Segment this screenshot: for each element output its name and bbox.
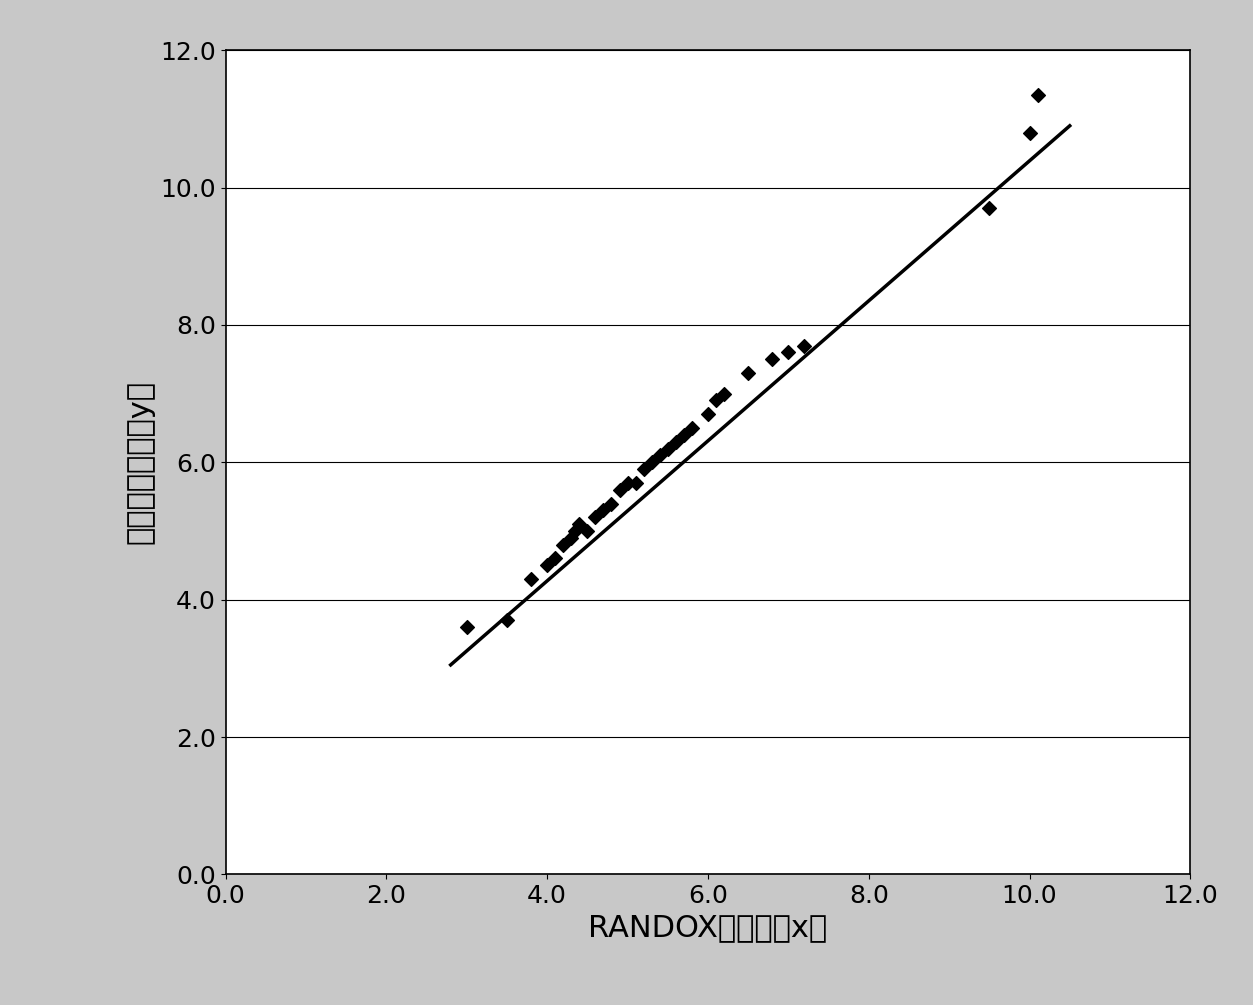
Point	[601, 495, 621, 512]
Y-axis label: 本发明的试剂（y）: 本发明的试剂（y）	[125, 380, 154, 545]
Point	[674, 427, 694, 443]
Point	[578, 523, 598, 539]
Point	[665, 434, 685, 450]
Point	[456, 619, 476, 635]
Point	[658, 440, 678, 456]
Point	[714, 386, 734, 402]
Point	[705, 392, 725, 408]
Point	[594, 502, 614, 519]
Point	[625, 474, 645, 490]
Point	[569, 517, 589, 533]
Point	[682, 420, 702, 436]
Point	[1027, 86, 1048, 103]
Point	[980, 200, 1000, 216]
X-axis label: RANDOX鍶试剂（x）: RANDOX鍶试剂（x）	[589, 914, 827, 943]
Point	[778, 345, 798, 361]
Point	[553, 537, 573, 553]
Point	[698, 406, 718, 422]
Point	[561, 530, 581, 546]
Point	[794, 338, 814, 354]
Point	[497, 612, 517, 628]
Point	[538, 557, 558, 573]
Point	[585, 510, 605, 526]
Point	[618, 474, 638, 490]
Point	[609, 481, 629, 497]
Point	[738, 365, 758, 381]
Point	[565, 523, 585, 539]
Point	[634, 461, 654, 477]
Point	[649, 447, 669, 463]
Point	[1020, 125, 1040, 141]
Point	[762, 351, 782, 367]
Point	[642, 454, 662, 470]
Point	[521, 571, 541, 587]
Point	[545, 551, 565, 567]
